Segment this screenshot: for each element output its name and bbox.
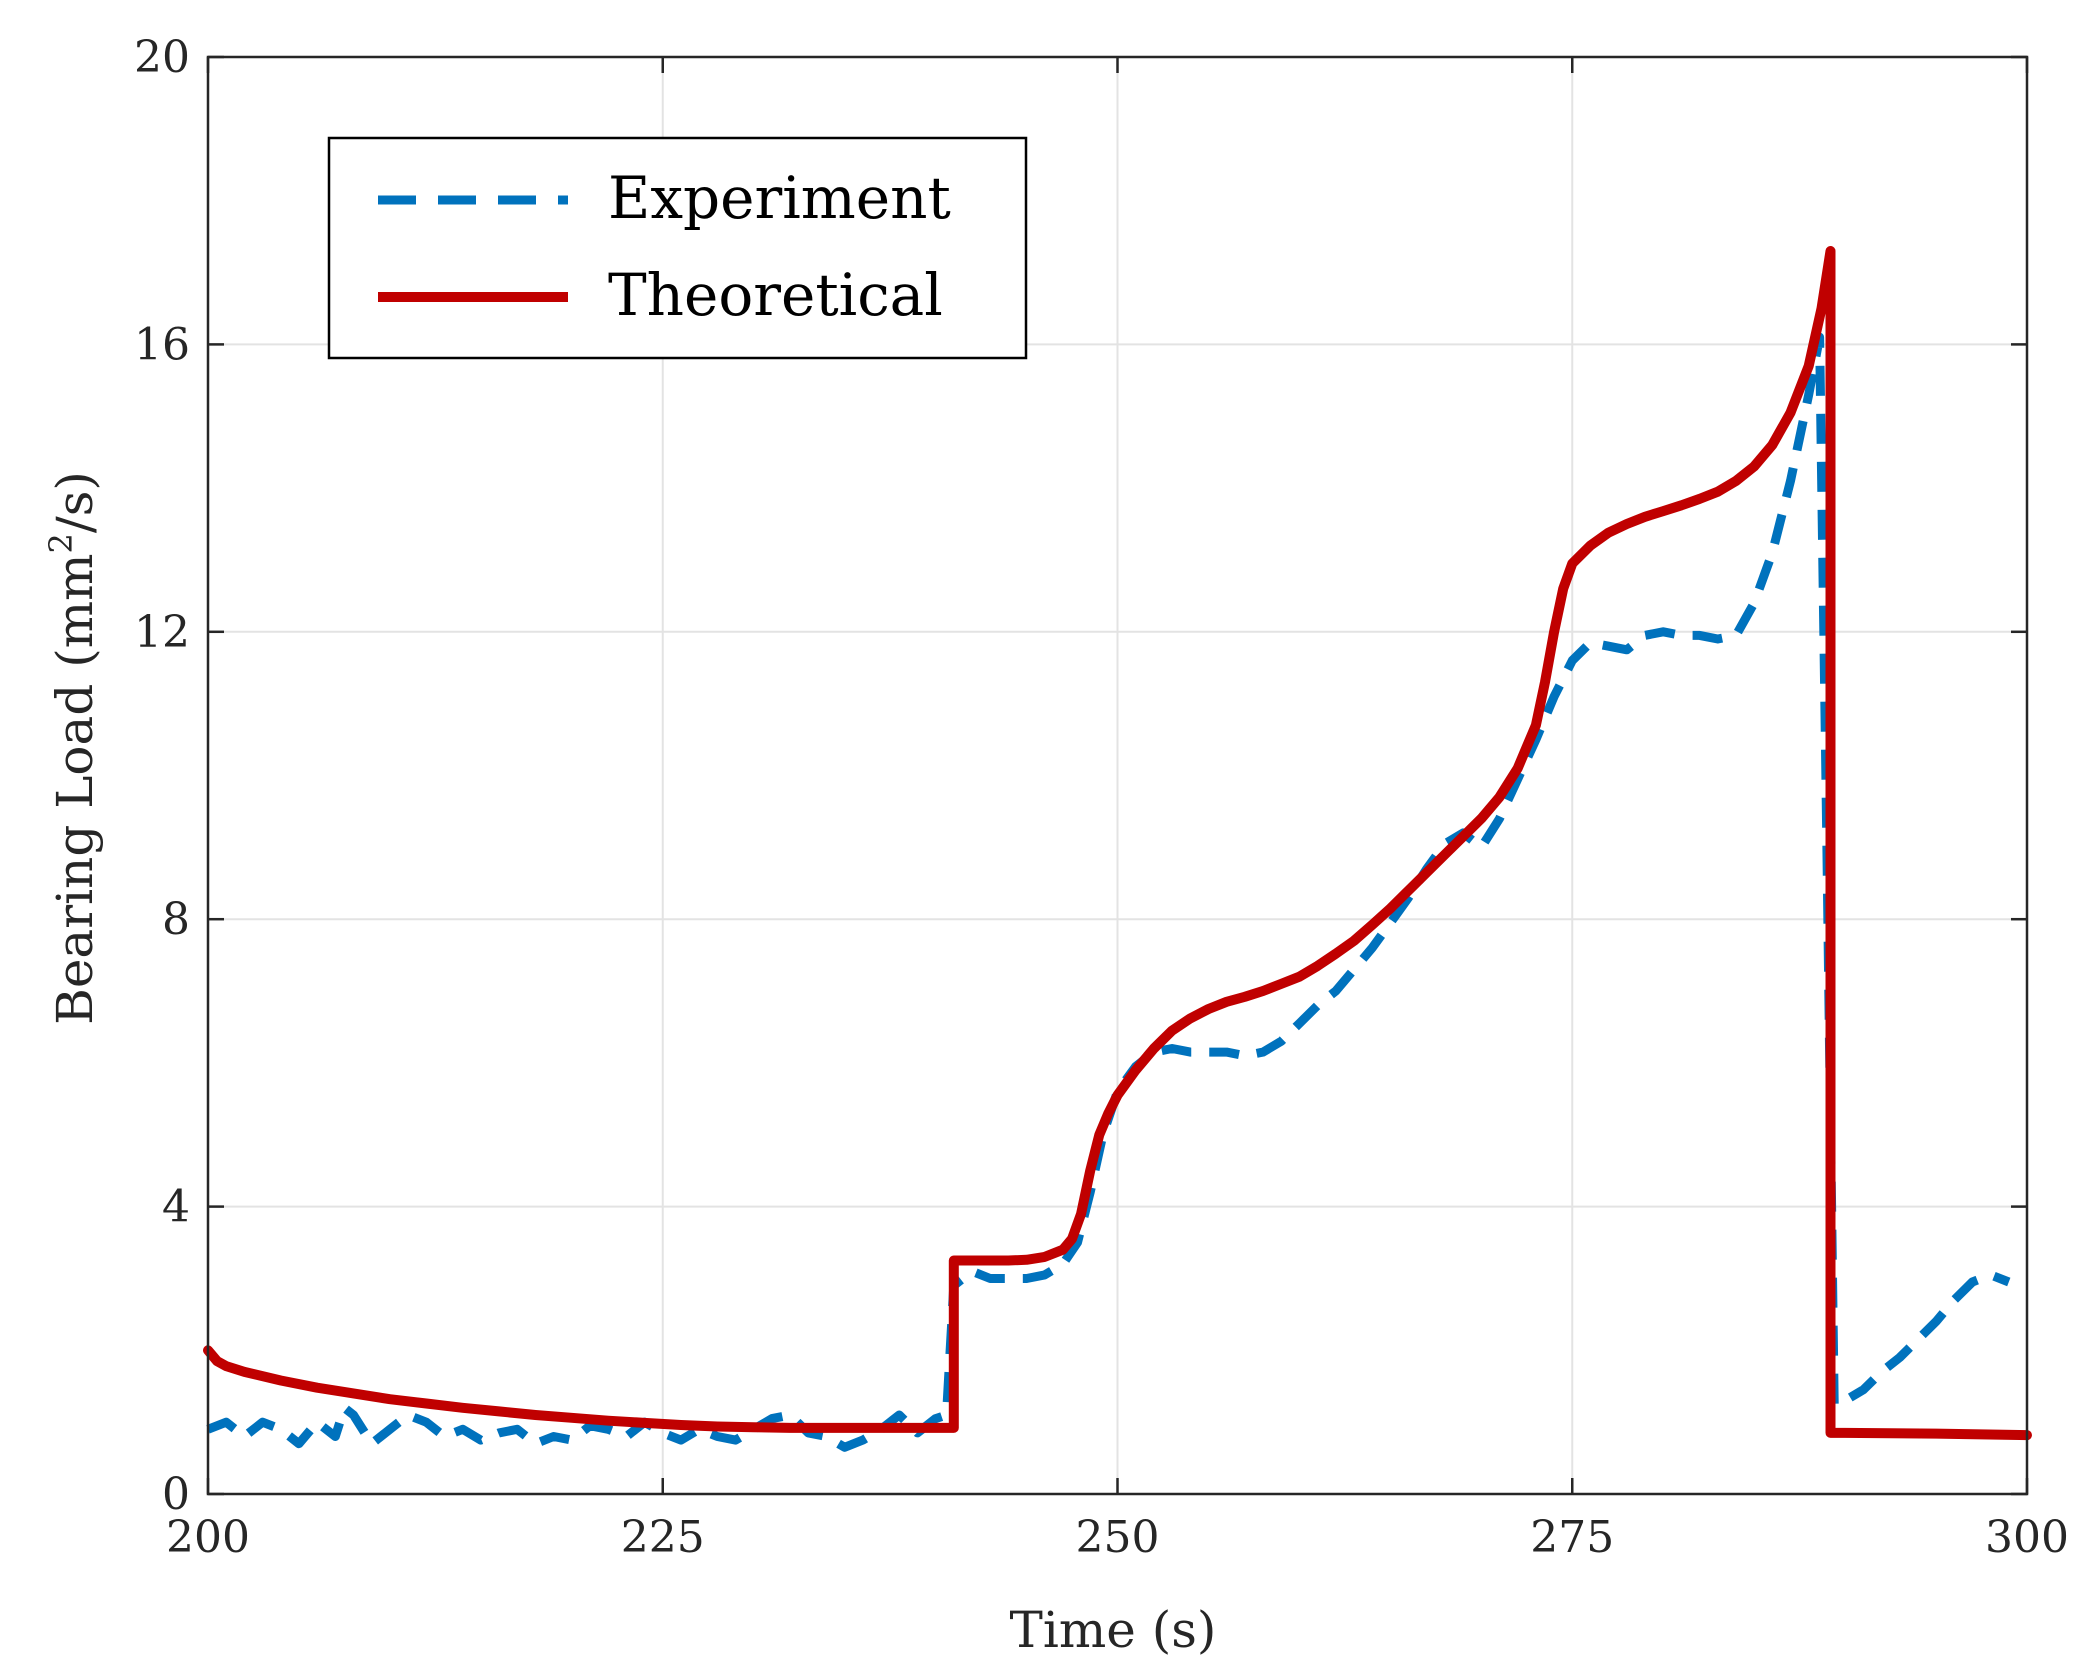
legend: Experiment Theoretical [327,136,1028,360]
series-line-theoretical [203,246,2032,1441]
y-tick-label-1: 4 [162,1182,190,1233]
x-tick-label-1: 225 [621,1512,705,1563]
x-tick-label-0: 200 [166,1512,250,1563]
series-layer [203,246,2032,1452]
legend-label-theoretical: Theoretical [608,261,943,329]
x-tick-label-4: 300 [1985,1512,2069,1563]
y-tick-label-3: 12 [134,607,190,658]
tick-labels: 200 225 250 275 300 0 4 8 12 16 20 [134,32,2069,1563]
legend-label-experiment: Experiment [608,164,951,232]
series-line-experiment [206,332,2011,1452]
axes [206,55,2029,1496]
legend-box [327,136,1028,360]
y-axis-label-main: Bearing Load (mm [46,553,104,1024]
x-tick-label-3: 275 [1530,1512,1614,1563]
y-axis-label-sup: 2 [42,533,80,553]
y-tick-label-2: 8 [162,894,190,945]
y-axis-label: Bearing Load (mm2/s) [42,471,104,1025]
x-tick-label-2: 250 [1076,1512,1160,1563]
y-axis-label-tail: /s) [46,471,104,533]
x-axis-label: Time (s) [1010,1601,1217,1659]
y-tick-label-4: 16 [134,319,190,370]
y-tick-label-0: 0 [162,1469,190,1520]
y-tick-label-5: 20 [134,32,190,83]
